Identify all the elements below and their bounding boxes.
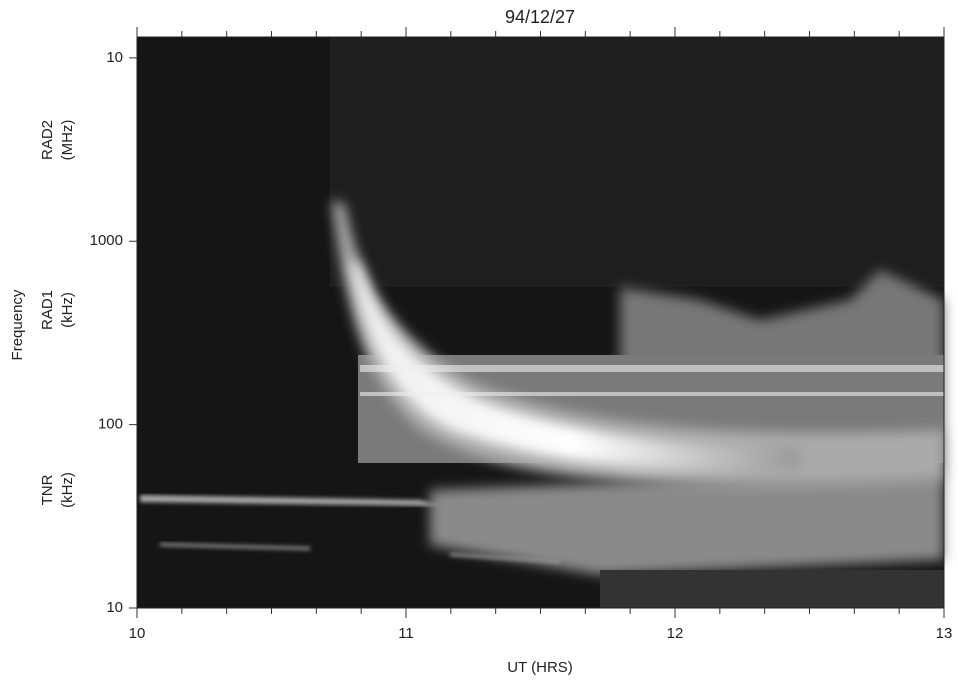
- band-name: TNR: [39, 474, 56, 505]
- x-tick-label: 10: [129, 625, 146, 642]
- x-tick-label: 12: [667, 625, 684, 642]
- y-tick-label: 100: [98, 416, 123, 433]
- chart-title: 94/12/27: [505, 7, 575, 27]
- band-unit: (kHz): [59, 472, 76, 508]
- chart: 94/12/27 UT (HRS) Frequency 10 11 12 13 10 10…: [0, 0, 958, 686]
- band-unit: (kHz): [59, 292, 76, 328]
- x-axis-label: UT (HRS): [507, 659, 573, 676]
- band-name: RAD1: [39, 290, 56, 330]
- band-unit: (MHz): [59, 120, 76, 161]
- y-axis-label: Frequency: [9, 289, 26, 360]
- spectrogram: [137, 37, 944, 608]
- y-tick-label: 10: [106, 599, 123, 616]
- x-tick-label: 11: [398, 625, 414, 642]
- y-tick-label: 10: [106, 49, 123, 66]
- x-tick-label: 13: [936, 625, 953, 642]
- background-noise: [330, 37, 944, 287]
- band-name: RAD2: [39, 120, 56, 160]
- y-tick-label: 1000: [90, 232, 123, 249]
- tnr-noise: [600, 570, 944, 608]
